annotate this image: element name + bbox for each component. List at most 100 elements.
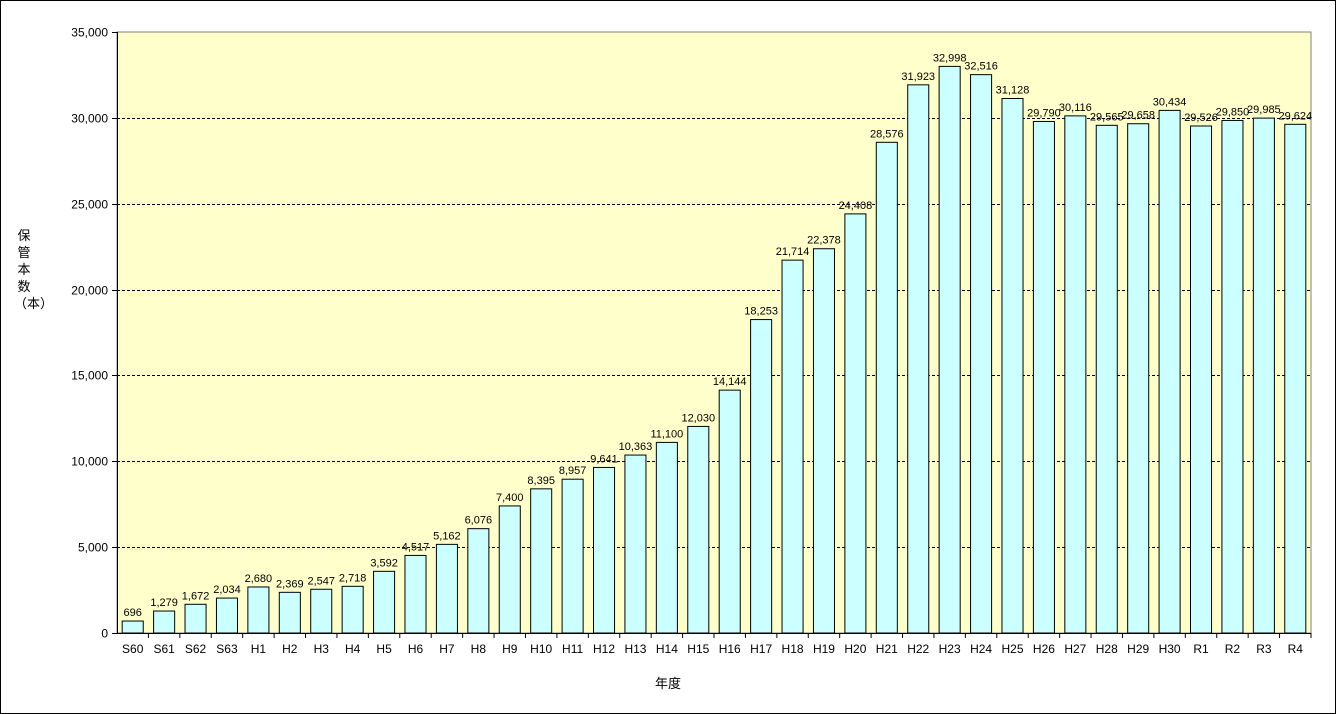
data-label: 1,279 [150, 597, 178, 609]
x-tick-label: H26 [1033, 642, 1055, 656]
x-tick-label: S60 [122, 642, 144, 656]
y-tick-label: 30,000 [71, 112, 108, 126]
bar [247, 586, 270, 634]
bar [1190, 125, 1213, 634]
x-tick-label: S62 [185, 642, 207, 656]
data-label: 29,850 [1216, 106, 1250, 118]
x-tick-label: H12 [593, 642, 615, 656]
data-label: 7,400 [496, 492, 524, 504]
x-tick-label: H15 [687, 642, 709, 656]
x-tick-label: H24 [970, 642, 992, 656]
data-label: 32,998 [933, 52, 967, 64]
data-label: 31,923 [901, 71, 935, 83]
data-label: 14,144 [713, 376, 747, 388]
bar [593, 466, 616, 634]
bar [561, 478, 584, 634]
x-tick-label: H17 [750, 642, 772, 656]
bar [310, 588, 333, 634]
x-tick-label: H14 [656, 642, 678, 656]
y-tick-label: 25,000 [71, 198, 108, 212]
x-tick-label: H8 [471, 642, 487, 656]
data-label: 24,408 [839, 200, 873, 212]
y-tick-label: 15,000 [71, 369, 108, 383]
x-tick-label: H28 [1096, 642, 1118, 656]
data-label: 29,565 [1090, 111, 1124, 123]
data-label: 29,985 [1247, 104, 1281, 116]
data-label: 29,790 [1027, 107, 1061, 119]
x-tick-label: H13 [624, 642, 646, 656]
bar [121, 620, 144, 634]
data-label: 22,378 [807, 235, 841, 247]
bar [467, 528, 490, 634]
data-label: 11,100 [650, 428, 683, 440]
x-tick-label: S63 [216, 642, 238, 656]
data-label: 5,162 [433, 530, 461, 542]
x-tick-label: R4 [1288, 642, 1304, 656]
y-tick-label: 0 [101, 627, 108, 641]
bar [1127, 123, 1150, 634]
x-tick-label: S61 [153, 642, 175, 656]
data-label: 6,076 [465, 515, 493, 527]
data-label: 32,516 [964, 61, 998, 73]
x-tick-label: H3 [314, 642, 330, 656]
x-tick-label: H21 [876, 642, 898, 656]
x-tick-label: R3 [1256, 642, 1272, 656]
data-label: 18,253 [744, 306, 778, 318]
data-label: 4,517 [402, 541, 430, 553]
x-tick-label: H23 [939, 642, 961, 656]
x-tick-label: H16 [719, 642, 741, 656]
data-label: 29,624 [1278, 110, 1312, 122]
data-label: 8,957 [559, 465, 587, 477]
x-tick-label: H19 [813, 642, 835, 656]
data-label: 10,363 [619, 441, 653, 453]
data-label: 29,526 [1184, 112, 1218, 124]
bar [530, 488, 553, 634]
bar [844, 213, 867, 634]
y-tick-label: 20,000 [71, 284, 108, 298]
x-tick-label: H27 [1064, 642, 1086, 656]
data-label: 2,034 [213, 584, 241, 596]
bar [718, 389, 741, 634]
bar [781, 259, 804, 634]
bar [498, 505, 521, 634]
data-label: 2,547 [307, 575, 335, 587]
data-label: 28,576 [870, 128, 904, 140]
bar [215, 597, 238, 634]
bar [812, 248, 835, 634]
y-tick-label: 5,000 [78, 541, 108, 555]
x-tick-label: H9 [502, 642, 518, 656]
x-axis-label: 年度 [654, 677, 681, 692]
x-tick-label: H18 [782, 642, 804, 656]
bar [1252, 117, 1275, 634]
data-label: 1,672 [182, 590, 210, 602]
y-tick-label: 10,000 [71, 455, 108, 469]
bar [907, 84, 930, 634]
bar [1158, 109, 1181, 634]
data-label: 2,718 [339, 572, 367, 584]
bar [184, 603, 207, 634]
data-label: 21,714 [776, 246, 810, 258]
data-label: 696 [124, 607, 142, 619]
bar [655, 441, 678, 634]
x-tick-label: H11 [562, 642, 583, 656]
data-label: 8,395 [527, 475, 555, 487]
data-label: 3,592 [370, 557, 398, 569]
bar [1095, 124, 1118, 634]
bar [341, 585, 364, 634]
data-label: 2,369 [276, 578, 304, 590]
x-tick-label: H6 [408, 642, 424, 656]
bar [624, 454, 647, 634]
data-label: 2,680 [245, 573, 273, 585]
bar [938, 65, 961, 634]
x-tick-label: H7 [439, 642, 455, 656]
bar [970, 74, 993, 634]
y-tick-label: 35,000 [71, 26, 108, 40]
x-tick-label: H30 [1159, 642, 1181, 656]
y-axis-label: 保管本数（本） [14, 229, 54, 312]
bar [1032, 120, 1055, 634]
bar [435, 543, 458, 634]
data-label: 29,658 [1121, 110, 1155, 122]
x-tick-label: H1 [251, 642, 267, 656]
x-tick-label: H20 [844, 642, 866, 656]
